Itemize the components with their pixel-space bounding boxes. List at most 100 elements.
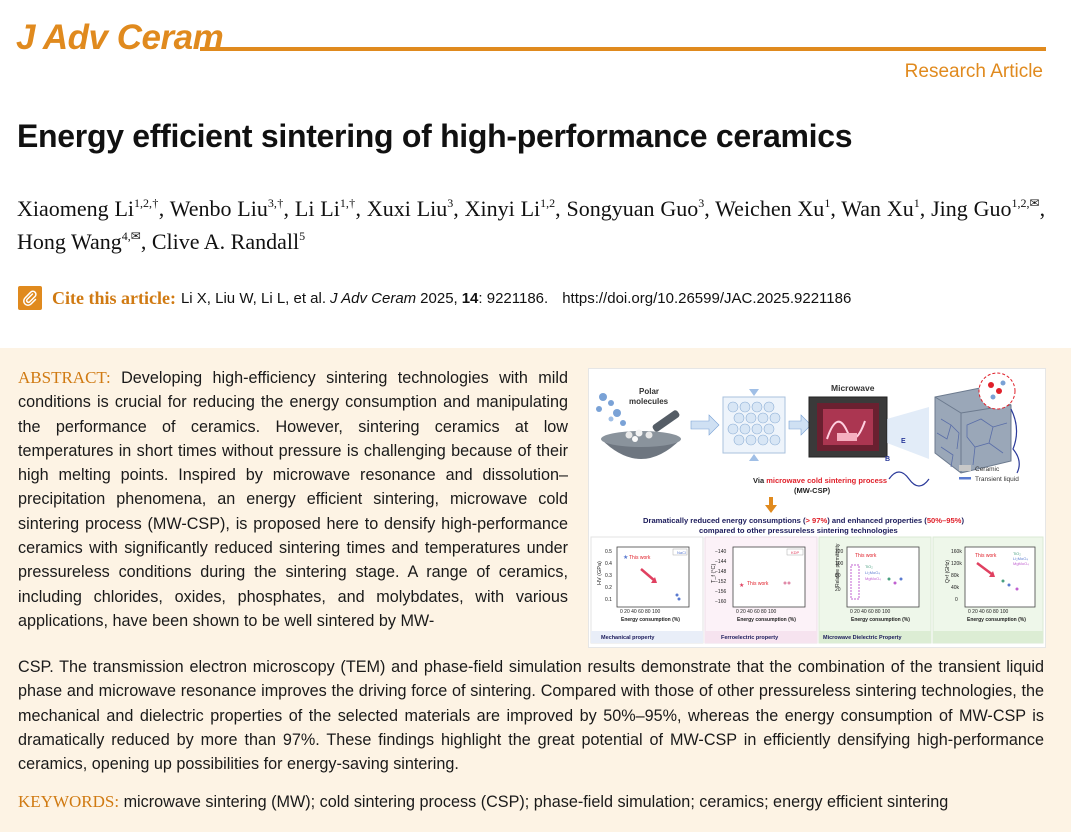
svg-text:−140: −140 [715, 549, 726, 555]
svg-text:160k: 160k [951, 549, 962, 555]
arrow-right-icon [690, 414, 720, 436]
paperclip-icon [18, 286, 42, 310]
panel-qf: Q×f (GHz) 160k 120k 80k 40k 0 0 20 40 60… [932, 536, 1044, 644]
svg-text:0 20 40 60 80 100: 0 20 40 60 80 100 [736, 609, 777, 615]
author-name: Li Li [294, 196, 340, 221]
author-name: Wan Xu [841, 196, 914, 221]
author-affiliation: 3,† [267, 196, 284, 210]
author-name: Songyuan Guo [566, 196, 699, 221]
abstract-text-1: Developing high-efficiency sintering tec… [18, 369, 568, 630]
svg-text:0.2: 0.2 [605, 585, 612, 591]
author-separator: , [283, 196, 295, 221]
svg-text:−160: −160 [715, 599, 726, 605]
journal-name: J Adv Ceram [16, 18, 224, 57]
abstract-part-2: CSP. The transmission electron microscop… [18, 658, 1044, 774]
author-name: Xuxi Liu [366, 196, 448, 221]
svg-text:Energy consumption (%): Energy consumption (%) [851, 617, 910, 623]
svg-text:−156: −156 [715, 589, 726, 595]
svg-text:−152: −152 [715, 579, 726, 585]
paper-title: Energy efficient sintering of high-perfo… [17, 118, 853, 154]
summary-line-2: compared to other pressureless sintering… [699, 526, 898, 535]
doi-link[interactable]: https://doi.org/10.26599/JAC.2025.922118… [562, 289, 852, 307]
svg-text:40k: 40k [951, 585, 960, 591]
author-name: Hong Wang [17, 229, 122, 254]
svg-text:★: ★ [739, 582, 744, 589]
microwave-label: Microwave [831, 383, 875, 393]
author-separator: , [919, 196, 932, 221]
author-affiliation: 1,2,† [134, 196, 159, 210]
author-name: Xiaomeng Li [17, 196, 135, 221]
svg-text:80k: 80k [951, 573, 960, 579]
svg-text:KDP: KDP [791, 550, 800, 555]
svg-text:TiO₂: TiO₂ [865, 564, 873, 569]
transient-swatch [959, 477, 971, 480]
author-name: Clive A. Randall [151, 229, 300, 254]
svg-text:Li₂MoO₄: Li₂MoO₄ [1013, 556, 1028, 561]
author-affiliation: 1,2,✉ [1011, 196, 1040, 210]
author-affiliation: 4,✉ [121, 229, 141, 243]
svg-text:MgMoO₄: MgMoO₄ [865, 576, 881, 581]
svg-text:TiO₂: TiO₂ [1013, 551, 1021, 556]
microwave-oven-illustration [808, 396, 888, 458]
svg-text:This work: This work [855, 553, 877, 559]
svg-text:B: B [885, 456, 890, 463]
svg-text:0 20 40 60 80 100: 0 20 40 60 80 100 [620, 609, 661, 615]
cite-year: 2025, [420, 289, 458, 307]
arrow-right-icon [788, 414, 812, 436]
author-separator: , [555, 196, 567, 221]
svg-text:Ferroelectric property: Ferroelectric property [721, 635, 779, 641]
author-separator: , [355, 196, 367, 221]
author-separator: , [453, 196, 465, 221]
summary-line-1: Dramatically reduced energy consumptions… [643, 516, 964, 525]
svg-text:120: 120 [835, 549, 844, 555]
molecules-label: molecules [629, 397, 669, 406]
molecules-illustration [596, 393, 681, 459]
header-rule [200, 47, 1046, 51]
compact-illustration [722, 373, 786, 477]
svg-text:This work: This work [975, 553, 997, 559]
author-affiliation: 1 [824, 196, 831, 210]
svg-text:★: ★ [623, 554, 628, 561]
svg-text:0 20 40 60 80 100: 0 20 40 60 80 100 [850, 609, 891, 615]
svg-text:80: 80 [835, 573, 841, 579]
svg-text:−144: −144 [715, 559, 726, 565]
author-affiliation: 3 [447, 196, 454, 210]
cite-article-number: : 9221186. [478, 289, 549, 307]
author-affiliation: 1,2 [540, 196, 556, 210]
author-name: Wenbo Liu [169, 196, 268, 221]
author-separator: , [830, 196, 842, 221]
svg-text:Li₂MoO₄: Li₂MoO₄ [865, 570, 880, 575]
keywords: KEYWORDS: microwave sintering (MW); cold… [18, 792, 948, 812]
cite-volume: 14 [461, 289, 479, 307]
cite-label: Cite this article: [52, 287, 176, 308]
panel-ferroelectric: T_f (°C) −140 −144 −148 −152 −156 −160 0… [704, 536, 818, 644]
author-name: Jing Guo [931, 196, 1012, 221]
author-separator: , [158, 196, 170, 221]
author-separator: , [140, 229, 152, 254]
keywords-label: KEYWORDS: [18, 792, 120, 811]
svg-text:Energy consumption (%): Energy consumption (%) [967, 617, 1026, 623]
citation-line: Cite this article: Li X, Liu W, Li L, et… [18, 286, 851, 310]
transient-legend: Transient liquid [975, 476, 1019, 483]
author-name: Xinyi Li [464, 196, 541, 221]
abstract-part-1: ABSTRACT: Developing high-efficiency sin… [18, 366, 568, 633]
arrow-down-icon [765, 497, 777, 513]
svg-text:0 20 40 60 80 100: 0 20 40 60 80 100 [968, 609, 1009, 615]
svg-text:0.1: 0.1 [605, 597, 612, 603]
svg-text:0: 0 [955, 597, 958, 603]
via-line: Via microwave cold sintering process [753, 476, 887, 485]
graphical-abstract: Polar molecules Microwave [588, 368, 1046, 648]
svg-text:20: 20 [835, 587, 841, 593]
svg-text:Microwave Dielectric Pro: Microwave Dielectric Property [823, 635, 903, 641]
svg-text:HV (GPa): HV (GPa) [597, 561, 603, 585]
svg-text:Energy consumption (%): Energy consumption (%) [737, 617, 796, 623]
cite-authors: Li X, Liu W, Li L, et al. [180, 289, 327, 307]
svg-text:0.5: 0.5 [605, 549, 612, 555]
svg-text:Q×f (GHz): Q×f (GHz) [945, 560, 951, 583]
via-abbreviation: (MW-CSP) [794, 486, 831, 495]
svg-text:0.4: 0.4 [605, 561, 612, 567]
author-list: Xiaomeng Li1,2,†, Wenbo Liu3,†, Li Li1,†… [17, 192, 1045, 258]
svg-text:Energy consumption (%): Energy consumption (%) [621, 617, 680, 623]
svg-text:T_f (°C): T_f (°C) [711, 564, 717, 583]
svg-text:Mechanical property: Mechanical property [601, 635, 655, 641]
